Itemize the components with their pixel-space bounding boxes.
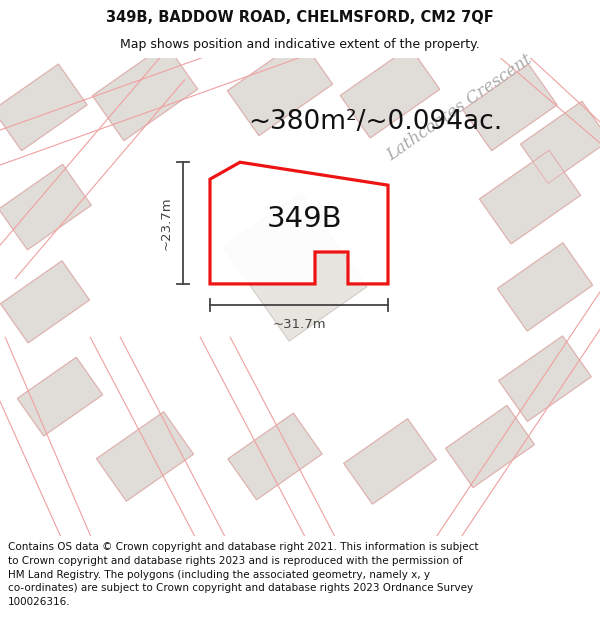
Text: Lathcoates Crescent: Lathcoates Crescent [384, 51, 536, 164]
Polygon shape [497, 242, 593, 331]
Polygon shape [0, 64, 87, 151]
Text: 349B: 349B [267, 205, 343, 233]
Polygon shape [210, 162, 388, 284]
Polygon shape [17, 357, 103, 436]
Polygon shape [340, 47, 440, 138]
Polygon shape [1, 261, 89, 343]
Polygon shape [227, 39, 332, 136]
Polygon shape [463, 64, 557, 151]
Polygon shape [0, 164, 91, 250]
Polygon shape [228, 413, 322, 500]
Polygon shape [446, 406, 535, 488]
Polygon shape [223, 192, 367, 341]
Polygon shape [521, 101, 600, 183]
Polygon shape [499, 336, 591, 421]
Polygon shape [92, 44, 197, 141]
Text: Contains OS data © Crown copyright and database right 2021. This information is : Contains OS data © Crown copyright and d… [8, 542, 478, 607]
Text: 349B, BADDOW ROAD, CHELMSFORD, CM2 7QF: 349B, BADDOW ROAD, CHELMSFORD, CM2 7QF [106, 10, 494, 25]
Polygon shape [97, 412, 193, 501]
Text: ~31.7m: ~31.7m [272, 318, 326, 331]
Text: ~23.7m: ~23.7m [160, 196, 173, 250]
Text: Map shows position and indicative extent of the property.: Map shows position and indicative extent… [120, 38, 480, 51]
Text: ~380m²/~0.094ac.: ~380m²/~0.094ac. [248, 109, 502, 136]
Polygon shape [344, 419, 436, 504]
Polygon shape [479, 151, 581, 244]
